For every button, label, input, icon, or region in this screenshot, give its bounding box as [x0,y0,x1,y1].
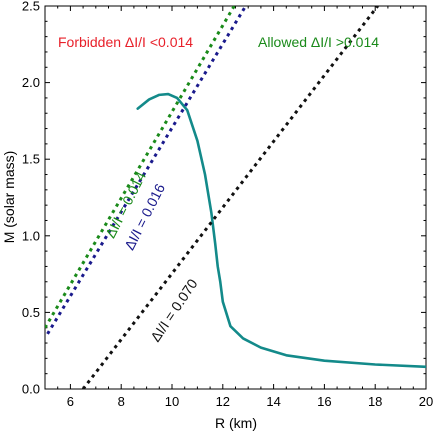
x-tick-label: 8 [118,394,125,409]
series-group [45,6,426,389]
x-tick-label: 6 [67,394,74,409]
x-tick-label: 14 [266,394,280,409]
y-tick-label: 0.5 [22,305,40,320]
x-tick-label: 10 [165,394,179,409]
series-curve [136,92,426,369]
x-axis-title: R (km) [215,415,257,431]
x-tick-label: 18 [368,394,382,409]
y-tick-label: 2.0 [22,75,40,90]
line-label-0-070: ΔI/I = 0.070 [147,276,201,345]
allowed-annotation: Allowed ΔI/I >0.014 [258,34,379,50]
y-axis-title: M (solar mass) [1,151,17,244]
x-tick-label: 20 [419,394,433,409]
y-axis: 0.0 0.5 1.0 1.5 2.0 2.5 [22,0,426,397]
y-tick-label: 0.0 [22,382,40,397]
series-line-0-016 [46,6,247,335]
forbidden-annotation: Forbidden ΔI/I <0.014 [58,34,193,50]
y-tick-label: 2.5 [22,0,40,14]
x-tick-label: 16 [317,394,331,409]
series-line-0-070 [81,6,379,389]
y-tick-label: 1.5 [22,152,40,167]
x-tick-label: 12 [216,394,230,409]
y-tick-label: 1.0 [22,228,40,243]
x-axis: 6 8 10 12 14 16 18 20 [44,6,433,409]
series-line-0-014 [45,6,236,329]
